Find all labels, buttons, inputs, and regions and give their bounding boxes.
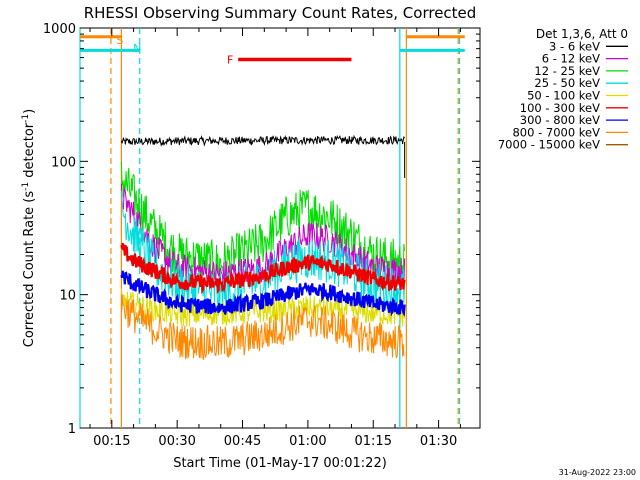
x-tick-label: 01:15 bbox=[355, 434, 392, 449]
series-line-5 bbox=[120, 242, 406, 295]
legend-title: Det 1,3,6, Att 0 bbox=[536, 27, 628, 41]
legend-label: 3 - 6 keV bbox=[549, 39, 600, 53]
y-axis-label-end: ) bbox=[22, 109, 37, 114]
annotation-label-n: N bbox=[133, 42, 141, 55]
y-tick-label: 10 bbox=[59, 289, 76, 304]
x-axis-label: Start Time (01-May-17 00:01:22) bbox=[173, 456, 387, 471]
series-line-6 bbox=[120, 270, 406, 318]
annotations: SN F bbox=[116, 34, 352, 67]
legend-label: 800 - 7000 keV bbox=[512, 125, 600, 139]
legend-label: 50 - 100 keV bbox=[527, 89, 600, 103]
series-line-0 bbox=[120, 134, 406, 147]
y-tick-label: 1 bbox=[68, 422, 76, 437]
top-observing-bars bbox=[80, 35, 465, 52]
y-axis: 1 10 100 1000 bbox=[43, 22, 480, 437]
y-axis-label-sup1: -1 bbox=[21, 182, 31, 191]
legend-label: 100 - 300 keV bbox=[520, 101, 600, 115]
y-axis-label-mid: detector bbox=[22, 122, 37, 182]
legend-label: 12 - 25 keV bbox=[534, 64, 600, 78]
legend-label: 300 - 800 keV bbox=[520, 113, 600, 127]
series-line-7 bbox=[120, 294, 405, 360]
y-axis-label-main: Corrected Count Rate (s bbox=[22, 191, 37, 348]
x-tick-label: 01:30 bbox=[420, 434, 457, 449]
legend-label: 7000 - 15000 keV bbox=[498, 138, 600, 152]
x-tick-label: 01:00 bbox=[289, 434, 326, 449]
series-line-3 bbox=[120, 190, 406, 316]
footer-timestamp: 31-Aug-2022 23:00 bbox=[559, 468, 636, 477]
annotation-label-s: S bbox=[116, 34, 123, 47]
flare-label: F bbox=[227, 54, 233, 67]
series-layer bbox=[120, 134, 406, 360]
y-axis-label-sup2: -1 bbox=[21, 114, 31, 123]
chart-title: RHESSI Observing Summary Count Rates, Co… bbox=[84, 4, 477, 22]
legend-label: 6 - 12 keV bbox=[542, 52, 600, 66]
x-tick-label: 00:30 bbox=[158, 434, 195, 449]
legend-label: 25 - 50 keV bbox=[534, 76, 600, 90]
x-axis: 00:15 00:30 00:45 01:00 01:15 01:30 bbox=[89, 28, 461, 449]
y-tick-label: 1000 bbox=[43, 22, 76, 37]
y-axis-label: Corrected Count Rate (s-1 detector-1) bbox=[21, 109, 37, 347]
x-tick-label: 00:15 bbox=[93, 434, 130, 449]
vertical-markers bbox=[79, 28, 461, 428]
y-tick-label: 100 bbox=[51, 155, 76, 170]
x-tick-label: 00:45 bbox=[224, 434, 261, 449]
series-line-4 bbox=[120, 288, 406, 327]
